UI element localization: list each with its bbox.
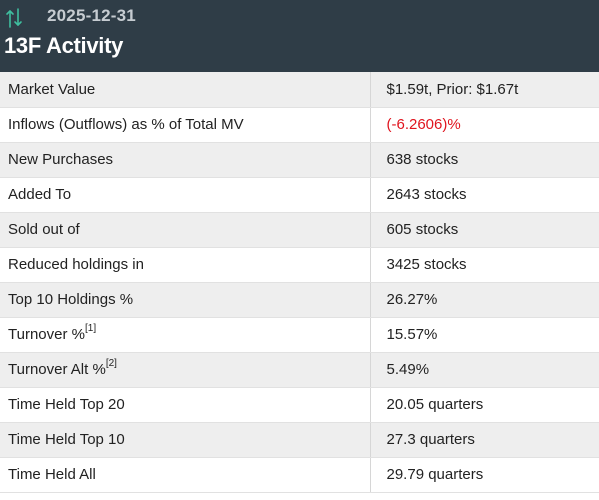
row-label-cell: Turnover %[1] bbox=[0, 317, 371, 353]
row-value: 5.49% bbox=[370, 352, 599, 388]
row-label: Time Held Top 10 bbox=[0, 422, 371, 458]
table-row: Time Held All 29.79 quarters bbox=[0, 457, 599, 493]
table-row: Time Held Top 20 20.05 quarters bbox=[0, 387, 599, 423]
table-row: Sold out of 605 stocks bbox=[0, 212, 599, 248]
row-value: 27.3 quarters bbox=[370, 422, 599, 458]
activity-table: Market Value $1.59t, Prior: $1.67t Inflo… bbox=[0, 72, 599, 493]
row-label: Turnover % bbox=[8, 326, 85, 343]
report-date: 2025-12-31 bbox=[47, 6, 136, 25]
row-value: 15.57% bbox=[370, 317, 599, 353]
table-row: Added To 2643 stocks bbox=[0, 177, 599, 213]
row-label: Added To bbox=[0, 177, 371, 213]
sort-arrows-icon[interactable] bbox=[5, 6, 23, 30]
table-row: Turnover %[1] 15.57% bbox=[0, 317, 599, 353]
table-row: Turnover Alt %[2] 5.49% bbox=[0, 352, 599, 388]
row-label: Market Value bbox=[0, 72, 371, 108]
row-label: Inflows (Outflows) as % of Total MV bbox=[0, 107, 371, 143]
table-row: Time Held Top 10 27.3 quarters bbox=[0, 422, 599, 458]
row-value: 20.05 quarters bbox=[370, 387, 599, 423]
row-label: Top 10 Holdings % bbox=[0, 282, 371, 318]
table-row: Market Value $1.59t, Prior: $1.67t bbox=[0, 72, 599, 108]
row-value: (-6.2606)% bbox=[370, 107, 599, 143]
row-value: $1.59t, Prior: $1.67t bbox=[370, 72, 599, 108]
table-row: Reduced holdings in 3425 stocks bbox=[0, 247, 599, 283]
row-value: 2643 stocks bbox=[370, 177, 599, 213]
row-label-cell: Turnover Alt %[2] bbox=[0, 352, 371, 388]
table-row: New Purchases 638 stocks bbox=[0, 142, 599, 178]
row-value: 638 stocks bbox=[370, 142, 599, 178]
table-row: Inflows (Outflows) as % of Total MV (-6.… bbox=[0, 107, 599, 143]
table-row: Top 10 Holdings % 26.27% bbox=[0, 282, 599, 318]
footnote-link[interactable]: [2] bbox=[105, 358, 117, 369]
row-value: 26.27% bbox=[370, 282, 599, 318]
footnote-link[interactable]: [1] bbox=[84, 323, 97, 334]
row-label: Turnover Alt % bbox=[8, 361, 106, 378]
row-label: Time Held All bbox=[0, 457, 371, 493]
row-label: Time Held Top 20 bbox=[0, 387, 371, 423]
row-value: 3425 stocks bbox=[370, 247, 599, 283]
row-label: Reduced holdings in bbox=[0, 247, 371, 283]
row-value: 29.79 quarters bbox=[370, 457, 599, 493]
row-label: Sold out of bbox=[0, 212, 371, 248]
page-title: 13F Activity bbox=[4, 33, 124, 58]
row-value: 605 stocks bbox=[370, 212, 599, 248]
header: 2025-12-31 13F Activity bbox=[0, 0, 599, 72]
row-label: New Purchases bbox=[0, 142, 371, 178]
